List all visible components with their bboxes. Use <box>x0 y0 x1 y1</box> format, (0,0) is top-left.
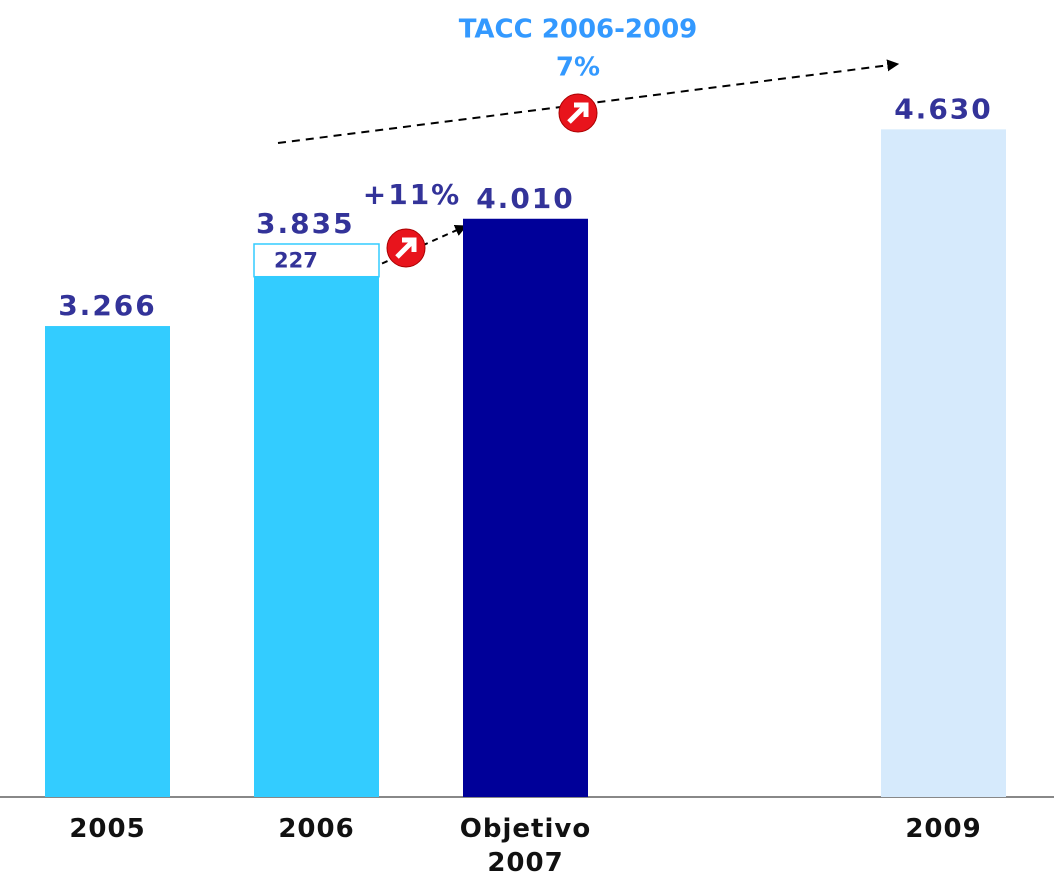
value-label: 4.010 <box>476 182 575 215</box>
bar <box>45 326 170 797</box>
annotation: +11% <box>363 178 461 211</box>
value-label: 3.835 <box>256 207 355 240</box>
growth-icon <box>386 228 426 268</box>
annotation: TACC 2006-2009 <box>459 15 698 45</box>
bar <box>254 276 379 797</box>
x-tick-label: Objetivo 2007 <box>459 814 592 878</box>
x-tick-label: 2005 <box>69 814 146 844</box>
bar <box>881 129 1006 797</box>
bar <box>463 218 588 797</box>
bar <box>253 243 380 278</box>
x-tick-label: 2009 <box>905 814 982 844</box>
value-label: 4.630 <box>894 92 993 125</box>
growth-icon <box>558 93 598 133</box>
x-tick-label: 2006 <box>278 814 355 844</box>
segment-label: 227 <box>274 248 318 272</box>
annotation: 7% <box>556 53 600 83</box>
value-label: 3.266 <box>58 289 157 322</box>
